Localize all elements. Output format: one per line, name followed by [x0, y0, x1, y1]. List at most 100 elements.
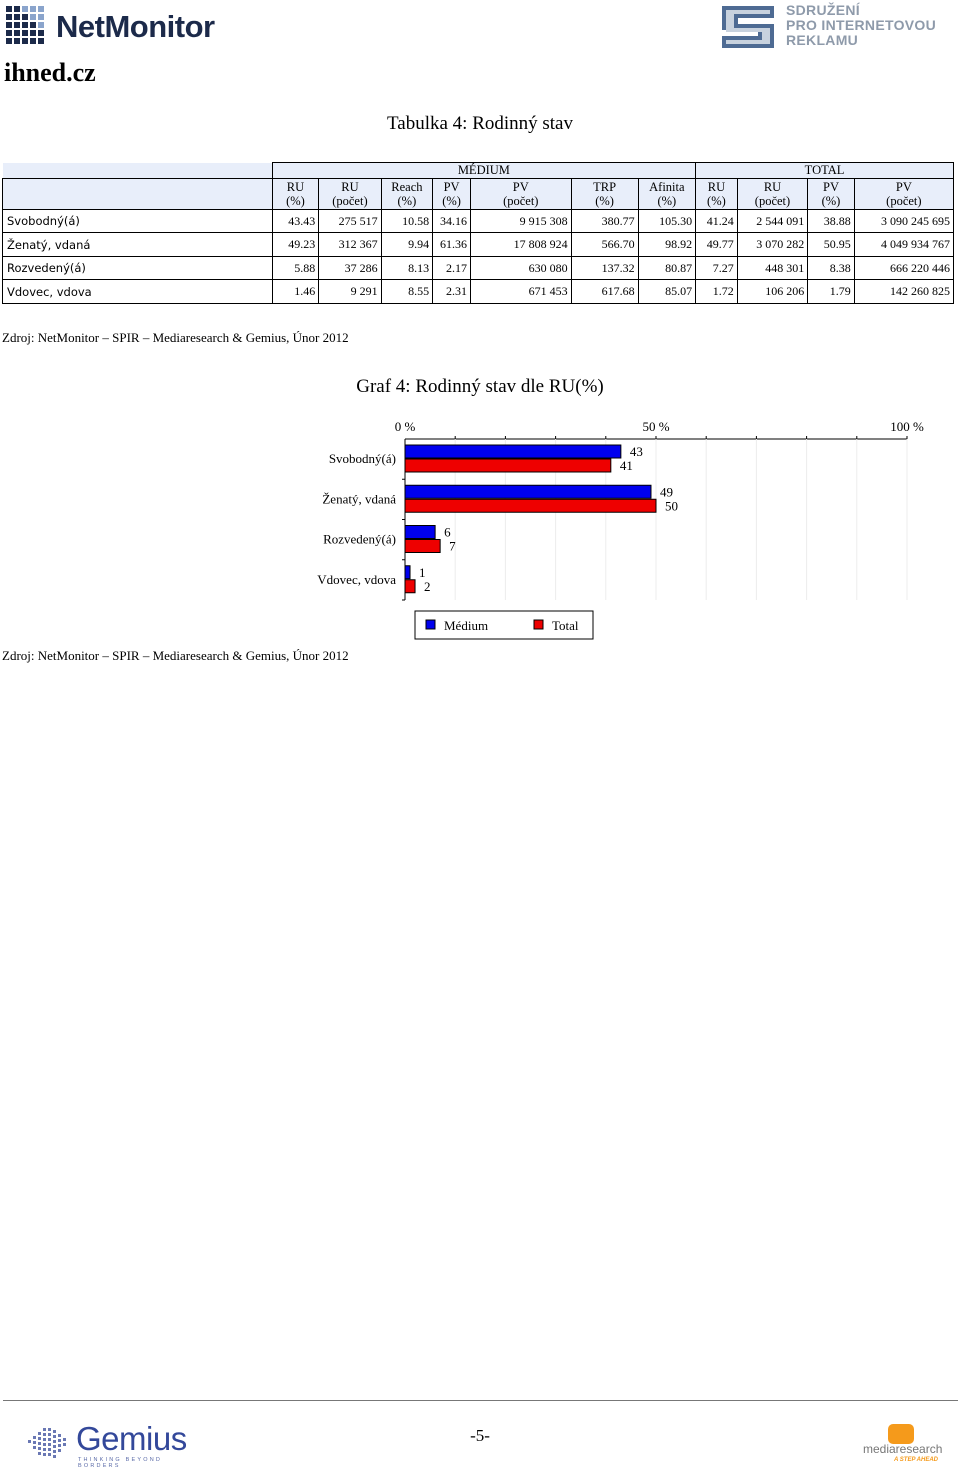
- table-cell: 1.79: [807, 279, 855, 304]
- row-label: Vdovec, vdova: [2, 279, 273, 304]
- column-header: Afinita (%): [637, 178, 697, 210]
- tick-label: 100 %: [890, 419, 924, 434]
- column-header: PV (počet): [853, 178, 955, 210]
- spir-logo: SDRUŽENÍ PRO INTERNETOVOU REKLAMU: [720, 2, 956, 50]
- column-header-row: RU (%) RU (počet) Reach (%) PV (%) PV (počet) TRP(…: [2, 178, 955, 210]
- bar-médium: [404, 484, 652, 499]
- mediaresearch-badge-icon: [888, 1424, 914, 1444]
- data-label: 2: [424, 579, 431, 594]
- table-cell: 3 090 245 695: [853, 209, 955, 233]
- page-number: -5-: [470, 1426, 490, 1445]
- table-cell: 38.88: [807, 209, 855, 233]
- table-cell: 43.43: [271, 209, 320, 233]
- column-header: RU (počet): [736, 178, 809, 210]
- spir-logo-text: SDRUŽENÍ PRO INTERNETOVOU REKLAMU: [786, 2, 937, 48]
- table-cell: 9 915 308: [470, 209, 572, 233]
- table-cell: 671 453: [470, 279, 572, 304]
- table-row: Ženatý, vdaná 49.23 312 367 9.94 61.36 17 808…: [2, 232, 955, 257]
- table-cell: 448 301: [736, 256, 809, 280]
- netmonitor-grid-icon: [6, 6, 44, 44]
- table-cell: 137.32: [570, 256, 639, 280]
- table-cell: 2.17: [432, 256, 471, 280]
- row-label: Rozvedený(á): [2, 256, 273, 280]
- table-cell: 3 070 282: [736, 232, 809, 257]
- table-cell: 2.31: [432, 279, 471, 304]
- footer-divider: [3, 1400, 958, 1401]
- column-header: RU (%): [271, 178, 320, 210]
- column-header: TRP (%): [570, 178, 639, 210]
- legend-swatch: [425, 619, 436, 630]
- bar-total: [404, 579, 416, 594]
- table-body: Svobodný(á) 43.43 275 517 10.58 34.16 9 915 3…: [2, 209, 955, 304]
- table-cell: 380.77: [570, 209, 639, 233]
- table-cell: 275 517: [318, 209, 382, 233]
- data-label: 1: [419, 565, 426, 580]
- group-header-total: TOTAL: [695, 162, 954, 179]
- bar-médium: [404, 525, 436, 539]
- table-cell: 10.58: [380, 209, 434, 233]
- table-cell: 85.07: [637, 279, 697, 304]
- table-title: Tabulka 4: Rodinný stav: [386, 113, 573, 134]
- data-label: 6: [444, 525, 451, 540]
- spir-mark-icon: [722, 6, 774, 48]
- mediaresearch-logo: mediaresearch A STEP AHEAD: [856, 1424, 956, 1468]
- table-cell: 37 286: [318, 256, 382, 280]
- data-table: MÉDIUM TOTAL RU (%) RU (počet) Reach (%) PV (%)…: [2, 162, 955, 304]
- netmonitor-logo-text: NetMonitor: [56, 9, 215, 44]
- column-header: PV (počet): [470, 178, 572, 210]
- table-cell: 50.95: [807, 232, 855, 257]
- table-cell: 617.68: [570, 279, 639, 304]
- table-cell: 49.23: [271, 232, 320, 257]
- table-corner: [2, 178, 273, 210]
- table-cell: 666 220 446: [853, 256, 955, 280]
- table-cell: 630 080: [470, 256, 572, 280]
- table-cell: 106 206: [736, 279, 809, 304]
- column-header: PV (%): [807, 178, 855, 210]
- table-cell: 9.94: [380, 232, 434, 257]
- legend-box: [414, 610, 594, 640]
- table-row: Rozvedený(á) 5.88 37 286 8.13 2.17 630 080 137…: [2, 256, 955, 280]
- tick-label: 50 %: [642, 419, 669, 434]
- mediaresearch-tagline: A STEP AHEAD: [894, 1457, 939, 1463]
- table-cell: 4 049 934 767: [853, 232, 955, 257]
- source-note: Zdroj: NetMonitor – SPIR – Mediaresearch…: [2, 648, 349, 663]
- table-cell: 49.77: [695, 232, 738, 257]
- table-cell: 61.36: [432, 232, 471, 257]
- table-cell: 98.92: [637, 232, 697, 257]
- table-cell: 5.88: [271, 256, 320, 280]
- table-row: Svobodný(á) 43.43 275 517 10.58 34.16 9 915 3…: [2, 209, 955, 233]
- column-header: PV (%): [432, 178, 471, 210]
- bar-médium: [404, 565, 411, 580]
- table-corner-top: [2, 162, 273, 179]
- gemius-logo-text: Gemius: [76, 1420, 187, 1457]
- bar-total: [404, 498, 657, 513]
- table-cell: 41.24: [695, 209, 738, 233]
- table-cell: 2 544 091: [736, 209, 809, 233]
- gemius-logo: Gemius THINKING BEYOND BORDERS: [24, 1420, 204, 1469]
- gemius-tagline: THINKING BEYOND BORDERS: [78, 1457, 163, 1469]
- data-label: 49: [660, 484, 673, 499]
- category-label: Vdovec, vdova: [317, 572, 396, 587]
- data-label: 7: [449, 539, 456, 554]
- data-label: 50: [665, 498, 678, 513]
- category-label: Svobodný(á): [329, 451, 396, 466]
- table-cell: 312 367: [318, 232, 382, 257]
- row-label: Ženatý, vdaná: [2, 232, 273, 257]
- tick-label: 0 %: [395, 419, 416, 434]
- group-header-medium: MÉDIUM: [271, 162, 697, 179]
- table-cell: 1.46: [271, 279, 320, 304]
- legend-label: Total: [552, 618, 579, 633]
- table-cell: 105.30: [637, 209, 697, 233]
- legend-label: Médium: [444, 618, 488, 633]
- table-cell: 142 260 825: [853, 279, 955, 304]
- chart-title: Graf 4: Rodinný stav dle RU(%): [356, 376, 604, 397]
- table-cell: 80.87: [637, 256, 697, 280]
- column-header: RU (počet): [318, 178, 382, 210]
- table-cell: 9 291: [318, 279, 382, 304]
- table-cell: 566.70: [570, 232, 639, 257]
- category-label: Rozvedený(á): [323, 532, 396, 547]
- bar-total: [404, 458, 612, 473]
- legend-swatch: [533, 619, 544, 630]
- table-cell: 7.27: [695, 256, 738, 280]
